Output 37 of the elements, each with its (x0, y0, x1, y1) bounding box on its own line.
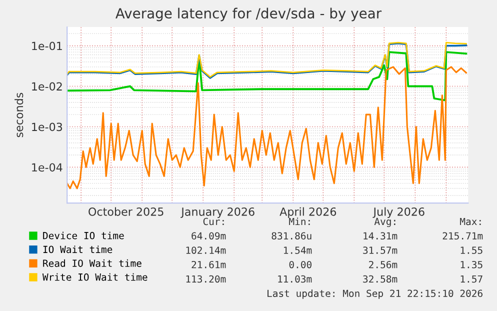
text: 11.03m (278, 275, 312, 283)
y-tick-label: 1e-03 (32, 122, 62, 132)
text: 1.54m (284, 246, 312, 254)
legend-label: Read IO Wait time (43, 259, 142, 267)
x-tick-label: January 2026 (180, 207, 254, 218)
x-tick-label: October 2025 (88, 207, 164, 216)
text: 2.56m (369, 260, 398, 268)
text: 215.71m (442, 232, 483, 240)
text: 0.00 (289, 260, 312, 268)
text: 113.20m (186, 275, 226, 283)
text: Last update: Mon Sep 21 22:15:10 2026 (268, 290, 482, 299)
text: Min: (289, 218, 310, 226)
legend-label: IO Wait time (43, 246, 112, 254)
y-tick-label: 1e-01 (32, 42, 62, 50)
text: Cur: (203, 218, 224, 226)
line-series (67, 51, 468, 102)
chart-title: Average latency for /dev/sda - by year (116, 8, 382, 22)
y-tick-label: 1e-04 (32, 163, 62, 172)
text: Max: (460, 218, 481, 226)
x-tick-label: April 2026 (280, 207, 336, 218)
text: 102.14m (186, 246, 226, 254)
text: 1.55 (460, 246, 482, 254)
text: 64.09m (192, 232, 226, 240)
text: 831.86u (272, 232, 312, 240)
text: 21.61m (192, 260, 226, 268)
text: 1.35 (460, 260, 482, 268)
y-tick-label: 1e-02 (32, 82, 62, 91)
text: Avg: (374, 218, 396, 228)
text: 32.58m (363, 275, 398, 283)
legend-label: Write IO Wait time (42, 273, 148, 281)
x-tick-label: July 2026 (372, 207, 424, 218)
text: 14.31m (364, 232, 398, 240)
text: 31.57m (363, 246, 398, 254)
y-axis-title: seconds (14, 92, 24, 138)
legend-label: Device IO time (43, 232, 124, 240)
line-series (67, 66, 467, 190)
text: 1.57 (460, 275, 482, 283)
